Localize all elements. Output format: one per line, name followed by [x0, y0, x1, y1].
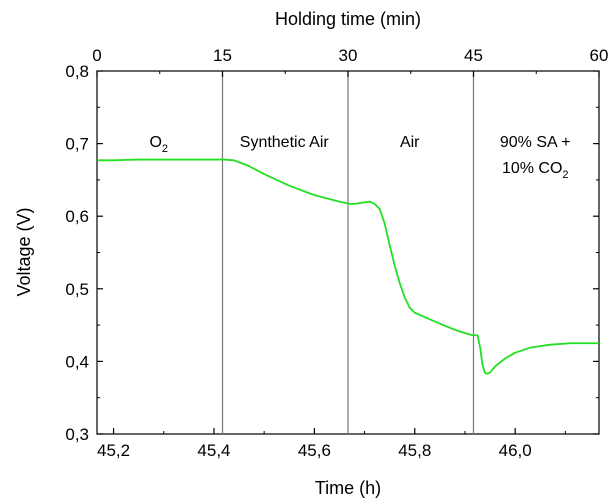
top-tick-label: 15: [213, 46, 232, 65]
y-tick-label: 0,8: [65, 62, 89, 81]
x-tick-label: 45,8: [398, 441, 431, 460]
top-tick-label: 0: [92, 46, 101, 65]
phase-label-2: Synthetic Air: [240, 134, 330, 151]
y-tick-label: 0,5: [65, 280, 89, 299]
phase-label-1: O2: [149, 134, 168, 155]
y-tick-label: 0,4: [65, 352, 89, 371]
top-tick-label: 30: [339, 46, 358, 65]
x-tick-label: 45,2: [97, 441, 130, 460]
voltage-series-line: [97, 158, 599, 375]
phase-labels: O2 Synthetic Air Air 90% SA + 10% CO2: [149, 134, 570, 181]
x-tick-label: 45,6: [298, 441, 331, 460]
top-tick-label: 45: [464, 46, 483, 65]
top-tick-label: 60: [590, 46, 609, 65]
x-tick-label: 45,4: [197, 441, 230, 460]
phase-label-4: 90% SA +: [500, 134, 571, 151]
y-tick-label: 0,7: [65, 135, 89, 154]
series-group: [97, 158, 599, 375]
left-y-axis: 0,3 0,4 0,5 0,6 0,7 0,8: [65, 62, 599, 444]
y-axis-title: Voltage (V): [14, 207, 34, 296]
phase-label-3: Air: [400, 134, 420, 151]
phase-dividers: [221, 71, 475, 434]
top-x-axis-title: Holding time (min): [275, 9, 421, 29]
plot-area: O2 Synthetic Air Air 90% SA + 10% CO2: [96, 70, 600, 435]
bottom-x-axis: 45,2 45,4 45,6 45,8 46,0: [97, 428, 566, 460]
top-x-axis: 0 15 30 45 60: [92, 46, 608, 77]
y-tick-label: 0,6: [65, 207, 89, 226]
x-tick-label: 46,0: [499, 441, 532, 460]
x-axis-title: Time (h): [315, 478, 381, 498]
y-tick-label: 0,3: [65, 425, 89, 444]
phase-label-4-line2: 10% CO2: [502, 160, 569, 181]
